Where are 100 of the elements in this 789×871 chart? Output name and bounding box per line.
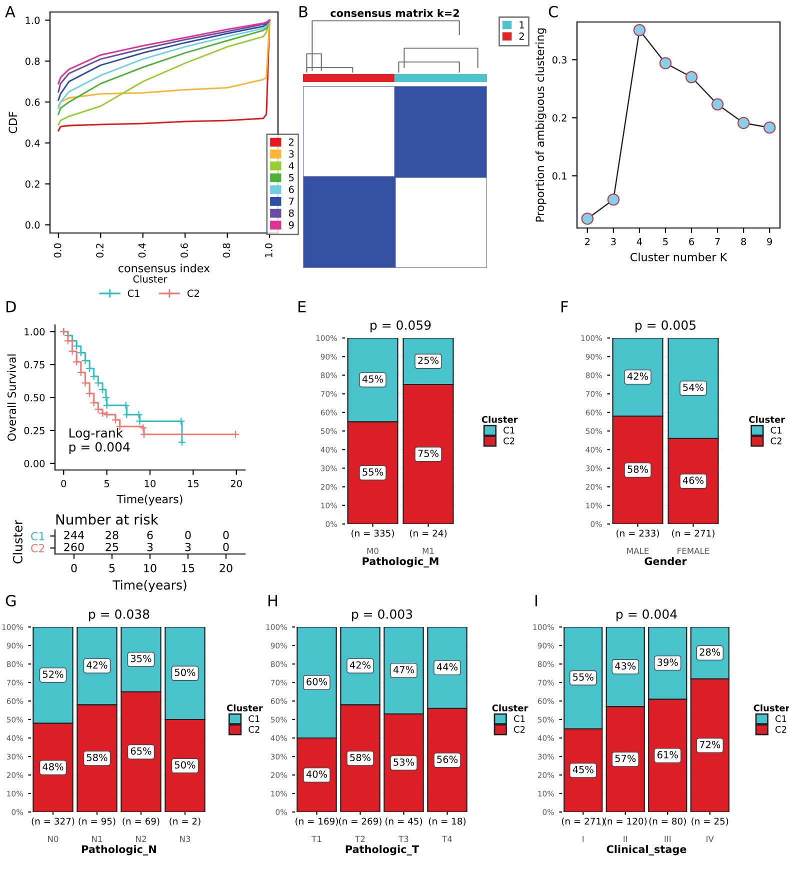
data-label: 46% [682,476,704,484]
y-axis-title: Overall Survival [7,354,16,441]
data-label: 42% [86,661,108,669]
chart-title: p = 0.038 [89,609,150,622]
chart-title: Number at risk [56,514,158,525]
data-label: 43% [615,662,636,670]
y-tick-label: 0.3 [552,56,566,64]
data-label: 60% [306,678,328,686]
data-label: 55% [573,673,594,681]
legend-label: 5 [289,174,294,182]
legend-label: 6 [288,186,294,194]
x-axis-title: Pathologic_M [362,557,438,568]
legend-label: C2 [770,438,782,444]
x-tick-label: T1 [312,836,322,842]
data-label: 65% [130,747,152,755]
text: consensus matrix k=2 [330,8,459,18]
data-label: 50% [174,668,196,676]
data-label: 42% [627,372,648,380]
y-tick-label: 0.2 [25,180,40,188]
y-tick-label: 0.0 [25,221,40,229]
y-tick-label: C2 [31,544,44,552]
x-tick-label: 0.4 [138,243,146,258]
legend-label: C2 [504,438,514,444]
x-tick-label: I [582,836,584,842]
x-tick-label: N3 [180,836,190,842]
legend-label: 3 [289,150,294,158]
text: F [562,301,568,312]
data-label: 58% [350,754,371,762]
legend-label: 8 [288,209,294,217]
data-label: 58% [86,754,108,762]
y-tick-label: 0.50 [24,394,45,402]
y-tick-label: 0.75 [24,361,44,368]
text: A [5,6,16,18]
chart-title: p = 0.004 [616,609,677,622]
text: H [268,595,277,606]
annotation: (n = 18) [428,818,466,826]
legend-label: C1 [504,426,514,434]
legend-title: Cluster [226,704,263,712]
x-tick-label: 5 [663,238,668,246]
data-label: 56% [437,756,458,764]
data-label: 45% [572,766,594,774]
legend-label: C1 [775,715,786,722]
legend-label: 2 [519,32,524,40]
legend-title: Cluster [482,416,518,423]
y-tick-label: 0.00 [24,460,45,468]
x-tick-label: 4 [636,238,642,246]
x-tick-label: III [664,836,670,842]
annotation: (n = 169) [296,818,338,826]
x-axis-title: Time(years) [116,494,182,506]
legend-label: C2 [248,726,260,733]
legend-label: C2 [187,290,199,297]
x-tick-label: 0 [61,480,66,488]
x-tick-label: 6 [689,238,694,246]
x-tick-label: 20 [230,480,242,488]
legend-label: 1 [520,21,524,28]
legend-title: Cluster [492,704,528,712]
x-tick-label: 0.2 [96,244,104,258]
x-axis-title: Pathologic_T [346,845,420,856]
y-tick-label: 1.0 [26,16,40,24]
data-label: 0 [223,530,229,540]
data-label: 28% [700,648,720,656]
x-tick-label: 15 [182,564,194,572]
annotation: (n = 271) [562,818,604,826]
legend-label: C1 [128,290,140,297]
data-label: 6 [147,530,153,540]
legend-label: C1 [248,715,260,722]
legend-label: 9 [288,221,294,229]
x-axis-title: Pathologic_N [82,845,156,856]
annotation: (n = 24) [410,530,447,538]
y-axis-title: Cluster [12,520,22,564]
data-label: 45% [362,375,384,383]
y-tick-label: 0.1 [552,172,566,180]
data-label: 48% [42,763,64,770]
x-axis-title: Gender [644,557,687,566]
x-tick-label: N1 [92,836,102,842]
data-label: 72% [700,740,720,748]
annotation: (n = 120) [604,818,647,826]
text: E [298,301,306,312]
legend-title: Cluster [749,416,785,423]
y-tick-label: 0.25 [24,426,44,434]
x-axis-title: Clinical_stage [606,845,686,856]
text: G [6,594,16,606]
data-label: 55% [362,468,384,476]
data-label: 54% [683,384,704,392]
data-label: 58% [628,466,648,473]
x-axis-title: Cluster number K [630,252,728,262]
data-label: 244 [64,530,84,540]
x-tick-label: M1 [422,548,434,554]
annotation: (n = 80) [649,818,686,826]
data-label: 0 [185,530,191,540]
x-tick-label: 10 [144,480,156,488]
annotation: (n = 269) [339,818,382,826]
annotation: (n = 271) [672,530,714,538]
y-axis-title: CDF [8,112,18,134]
x-tick-label: M0 [367,548,378,554]
legend-label: 2 [289,138,294,146]
data-label: 39% [658,658,678,666]
y-tick-label: 0.8 [25,58,40,65]
text: I [536,595,538,606]
data-label: 25% [418,356,439,364]
